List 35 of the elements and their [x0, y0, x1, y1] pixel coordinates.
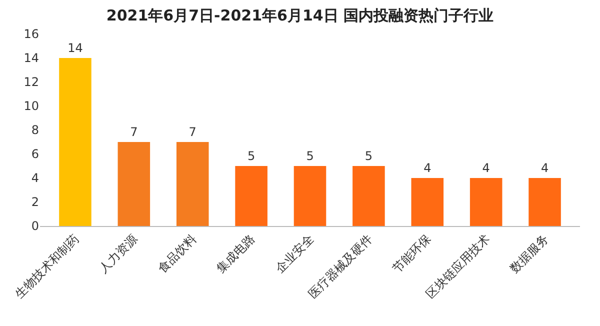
y-tick-label: 10: [24, 99, 39, 114]
bar: [294, 166, 326, 226]
y-tick-label: 16: [24, 27, 39, 42]
data-label: 4: [482, 161, 490, 175]
data-label: 14: [68, 41, 83, 55]
data-label: 5: [306, 149, 314, 163]
x-tick-label: 数据服务: [507, 232, 552, 276]
y-tick-label: 0: [31, 219, 39, 234]
data-label: 4: [424, 161, 432, 175]
data-label: 7: [188, 125, 196, 139]
x-tick-label: 人力资源: [96, 232, 140, 276]
data-label: 7: [130, 125, 138, 139]
data-label: 5: [247, 149, 256, 163]
y-tick-label: 6: [31, 147, 39, 162]
x-tick-label: 企业安全: [272, 232, 316, 276]
bar: [59, 58, 92, 226]
y-tick-label: 4: [31, 171, 39, 186]
y-tick-label: 12: [24, 75, 39, 90]
bar: [118, 142, 150, 226]
x-tick-label: 生物技术和制药: [12, 232, 82, 302]
data-label: 4: [540, 161, 549, 175]
bar: [176, 142, 209, 226]
data-label: 5: [364, 149, 373, 163]
bar: [235, 166, 268, 226]
chart-title: 2021年6月7日-2021年6月14日 国内投融资热门子行业: [106, 6, 494, 24]
y-tick-label: 2: [31, 195, 39, 210]
x-tick-label: 集成电路: [214, 232, 258, 276]
bar: [470, 178, 502, 226]
x-tick-label: 节能环保: [390, 232, 434, 276]
x-tick-label: 食品饮料: [155, 232, 199, 276]
y-tick-label: 8: [31, 123, 39, 138]
bar: [352, 166, 385, 226]
bar: [528, 178, 561, 226]
bar: [411, 178, 444, 226]
y-tick-label: 14: [24, 51, 39, 66]
